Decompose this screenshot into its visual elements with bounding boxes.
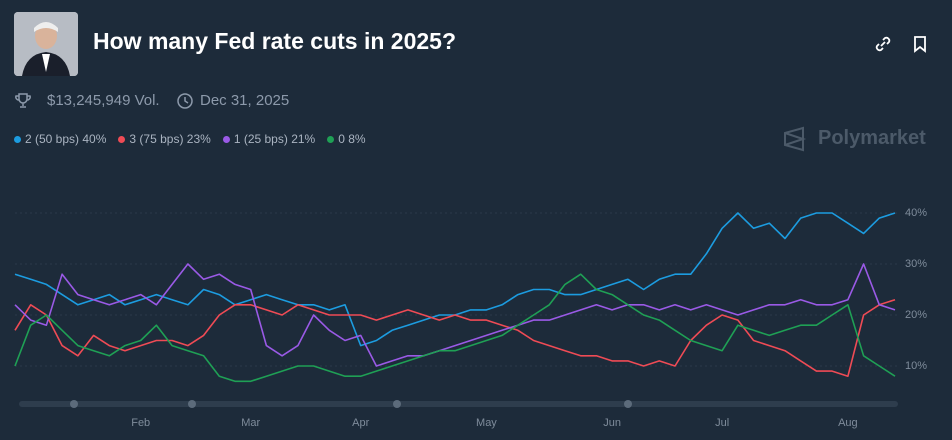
market-image: [14, 12, 78, 76]
legend-item[interactable]: 1 (25 bps) 21%: [222, 132, 316, 146]
slider-dot[interactable]: [393, 400, 401, 408]
x-tick-label: Jul: [715, 417, 729, 429]
series-line: [14, 273, 896, 383]
volume: $13,245,949 Vol.: [47, 92, 160, 109]
market-title: How many Fed rate cuts in 2025?: [93, 28, 457, 54]
slider-dot[interactable]: [188, 400, 196, 408]
legend-name: 3 (75 bps): [129, 132, 184, 146]
legend-item[interactable]: 0 8%: [327, 132, 366, 146]
clock-icon: [177, 93, 193, 109]
legend-value: 23%: [186, 132, 211, 146]
brand-logo: [784, 126, 807, 152]
x-tick-label: May: [476, 417, 497, 429]
legend-name: 1 (25 bps): [233, 132, 288, 146]
series-line: [14, 212, 896, 347]
brand-name: Polymarket: [818, 127, 926, 149]
y-tick-label: 40%: [905, 207, 927, 219]
end-date: Dec 31, 2025: [200, 92, 290, 109]
bookmark-icon[interactable]: [910, 34, 930, 54]
legend-name: 2 (50 bps): [25, 132, 80, 146]
legend-item[interactable]: 2 (50 bps) 40%: [14, 132, 106, 146]
y-tick-label: 30%: [905, 258, 927, 270]
legend-value: 21%: [291, 132, 316, 146]
legend: 2 (50 bps) 40% 3 (75 bps) 23% 1 (25 bps) 2…: [14, 132, 366, 146]
legend-item[interactable]: 3 (75 bps) 23%: [118, 132, 211, 146]
series-line: [14, 298, 896, 377]
legend-name: 0: [338, 132, 345, 146]
x-tick-label: Apr: [352, 417, 369, 429]
y-tick-label: 20%: [905, 309, 927, 321]
trophy-icon: [15, 93, 31, 108]
series-line: [14, 263, 896, 367]
legend-dot: [327, 136, 335, 143]
legend-value: 40%: [82, 132, 107, 146]
slider-dot[interactable]: [624, 400, 632, 408]
legend-value: 8%: [348, 132, 366, 146]
x-tick-label: Feb: [131, 417, 150, 429]
link-icon[interactable]: [873, 34, 893, 54]
legend-dot: [14, 136, 21, 143]
x-tick-label: Aug: [838, 417, 858, 429]
legend-dot: [222, 136, 230, 143]
legend-dot: [118, 136, 126, 143]
x-tick-label: Mar: [241, 417, 260, 429]
slider-dot[interactable]: [70, 400, 78, 408]
chart: 10% 20% 30% 40% Feb Mar Apr May Jun Jul Aug: [14, 207, 927, 429]
y-tick-label: 10%: [905, 360, 927, 372]
x-tick-label: Jun: [603, 417, 621, 429]
